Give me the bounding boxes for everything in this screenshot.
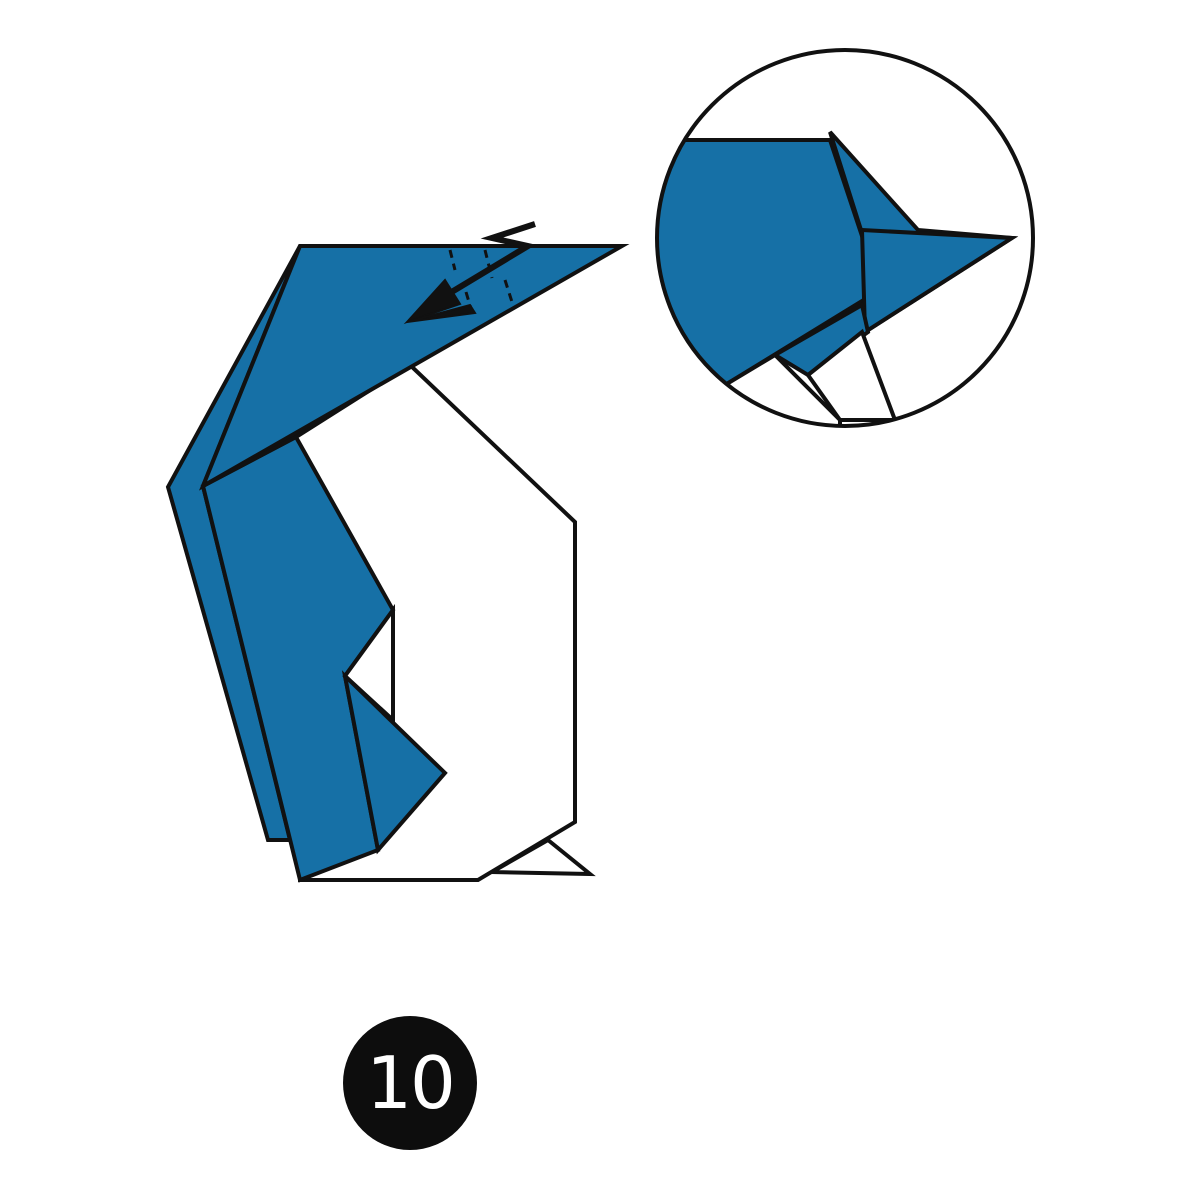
penguin-figure [165,244,630,883]
step-number-label: 10 [366,1041,456,1125]
detail-blue-strip [771,301,871,378]
step-number-badge: 10 [343,1016,477,1150]
penguin-foot [484,837,596,877]
detail-beak-inner [859,227,1019,336]
detail-magnifier-circle [655,48,1035,428]
penguin-head [198,244,630,491]
wing-fold-line [202,435,297,488]
curved-fold-arrow-icon [403,221,536,325]
penguin-flipper [341,670,448,855]
